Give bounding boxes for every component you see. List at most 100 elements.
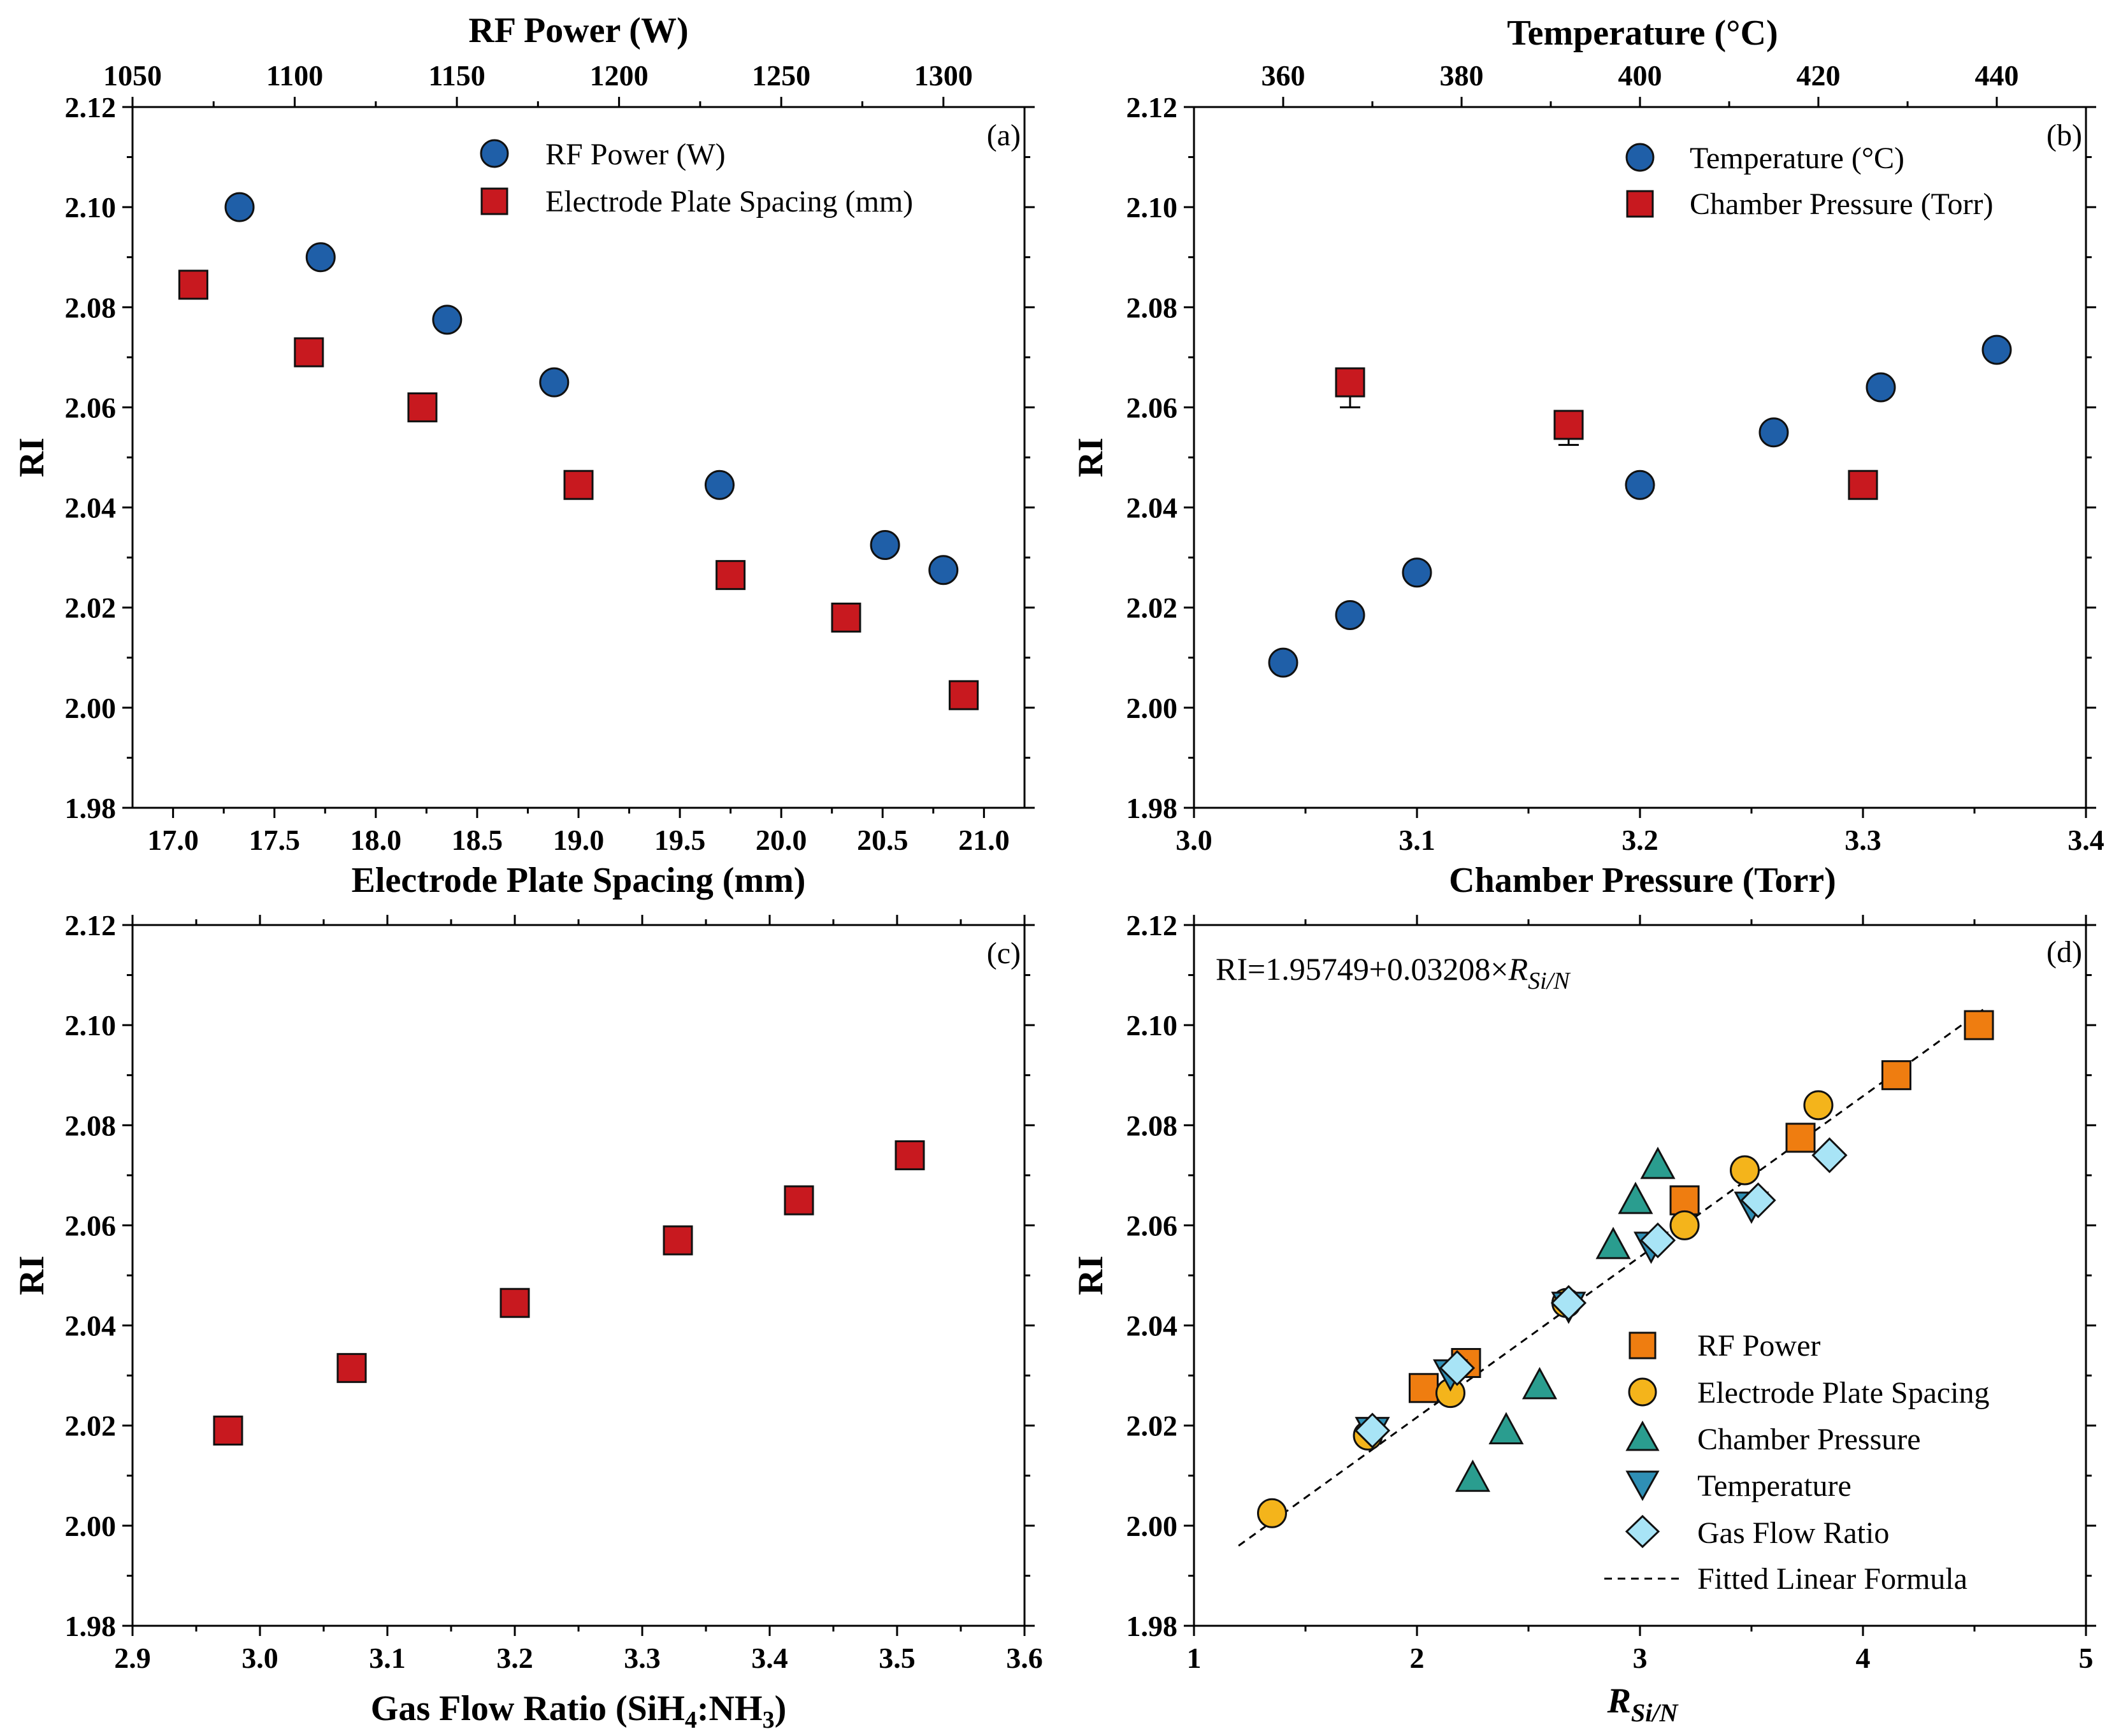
data-point-circle — [704, 470, 735, 500]
panel-a-legend-marker-square — [480, 187, 508, 215]
y-tick-label: 1.98 — [65, 1610, 117, 1642]
panel-d-legend-label: Gas Flow Ratio — [1697, 1516, 1889, 1550]
y-tick-label: 2.10 — [65, 1009, 117, 1042]
data-point-circle — [928, 555, 959, 585]
panel-c: Gas Flow Ratio (SiH4:NH3) RI (c) — [12, 936, 1021, 1733]
data-point-square — [1669, 1185, 1700, 1216]
y-tick-label: 2.02 — [1126, 592, 1178, 624]
x-tick-label: 3.2 — [496, 1642, 533, 1674]
x-tick-label: 3.6 — [1006, 1642, 1043, 1674]
data-point-square — [1553, 410, 1584, 440]
panel-b-legend-label: Temperature (°C) — [1690, 141, 1904, 175]
x-tick-label: 17.0 — [147, 824, 199, 856]
data-point-circle — [1625, 470, 1655, 500]
panel-d: RSi/N RI (d) RI=1.95749+0.03208×RSi/N RF… — [1071, 935, 2082, 1727]
data-point-circle — [1402, 557, 1432, 588]
y-tick-label: 2.04 — [65, 1310, 117, 1342]
x-tick-label: 3.0 — [1176, 824, 1212, 856]
plot-frame — [131, 924, 1026, 1627]
data-point-circle — [305, 242, 336, 273]
data-point-circle — [432, 305, 463, 335]
x2-tick-label: 440 — [1975, 59, 2019, 92]
panel-a-legend-label: Electrode Plate Spacing (mm) — [545, 185, 913, 219]
data-point-circle — [539, 367, 570, 398]
panel-d-legend-label: Fitted Linear Formula — [1697, 1562, 1967, 1596]
x-tick-label: 1 — [1187, 1642, 1202, 1674]
data-point-square — [563, 470, 594, 500]
data-point-diamond — [1354, 1412, 1391, 1449]
x-tick-label: 4 — [1856, 1642, 1871, 1674]
panel-a-legend: RF Power (W) Electrode Plate Spacing (mm… — [480, 138, 913, 219]
x-tick-label: 20.5 — [857, 824, 909, 856]
panel-a-legend-label: RF Power (W) — [545, 138, 726, 171]
x2-tick-label: 1050 — [103, 59, 162, 92]
x2-tick-label: 1200 — [590, 59, 649, 92]
y-tick-label: 2.10 — [65, 191, 117, 224]
panel-a-legend-marker-circle — [480, 139, 509, 168]
panel-d-legend-marker-circle — [1628, 1377, 1657, 1407]
panel-b-letter: (b) — [2046, 118, 2082, 152]
panel-d-legend-label: Electrode Plate Spacing — [1697, 1376, 1990, 1410]
x-tick-label: 18.0 — [350, 824, 402, 856]
x2-tick-label: 360 — [1262, 59, 1305, 92]
panel-d-legend-marker-square — [1629, 1331, 1657, 1359]
y-tick-label: 2.10 — [1126, 191, 1178, 224]
y-tick-label: 2.04 — [1126, 1310, 1178, 1342]
x-tick-label: 3.4 — [751, 1642, 788, 1674]
panel-b-legend: Temperature (°C) Chamber Pressure (Torr) — [1625, 141, 1993, 221]
panel-d-legend-label: RF Power — [1697, 1329, 1820, 1363]
panel-b: Temperature (°C) Chamber Pressure (Torr)… — [1071, 13, 2082, 900]
y-tick-label: 2.00 — [65, 692, 117, 724]
x-tick-label: 19.0 — [553, 824, 605, 856]
panel-b-y-axis-title: RI — [1071, 438, 1111, 477]
data-point-square — [1335, 367, 1365, 398]
data-point-triangle-up — [1455, 1460, 1491, 1492]
y-tick-label: 2.02 — [65, 1410, 117, 1442]
y-tick-label: 1.98 — [1126, 792, 1178, 824]
panel-b-x-axis-title: Chamber Pressure (Torr) — [1449, 861, 1836, 900]
x-tick-label: 2.9 — [114, 1642, 151, 1674]
panel-d-legend-label: Chamber Pressure — [1697, 1423, 1921, 1456]
data-point-square — [663, 1225, 693, 1256]
data-point-circle — [1257, 1498, 1287, 1528]
panel-c-y-axis-title: RI — [12, 1256, 52, 1295]
panel-d-plot: 1.98 2.00 2.02 2.04 2.06 2.08 2.10 2.12 1 2 3 4 5 — [1126, 909, 2096, 1674]
panel-b-top-axis-title: Temperature (°C) — [1507, 13, 1778, 53]
data-point-square — [336, 1352, 367, 1383]
panel-d-x-axis-title: RSi/N — [1607, 1681, 1679, 1727]
data-point-circle — [870, 530, 900, 560]
data-point-diamond — [1439, 1350, 1476, 1386]
data-point-square — [831, 602, 861, 633]
panel-b-legend-marker-square — [1626, 190, 1654, 218]
data-point-circle — [1730, 1155, 1760, 1186]
panel-d-legend-marker-triangle-down — [1625, 1470, 1660, 1502]
fit-line — [1238, 1007, 1987, 1547]
x2-tick-label: 1250 — [752, 59, 810, 92]
x-tick-label: 3.0 — [241, 1642, 278, 1674]
x-tick-label: 17.5 — [248, 824, 300, 856]
panel-d-fit-formula: RI=1.95749+0.03208×RSi/N — [1216, 951, 1571, 994]
y-tick-label: 2.12 — [65, 909, 117, 942]
panel-d-y-axis-title: RI — [1071, 1256, 1111, 1295]
y-tick-label: 2.08 — [1126, 291, 1178, 324]
data-point-square — [895, 1140, 925, 1170]
y-tick-label: 2.04 — [1126, 492, 1178, 524]
data-point-circle — [1758, 417, 1789, 448]
panel-a-plot: 1.98 2.00 2.02 2.04 2.06 2.08 2.10 2.12 17.0 17.5… — [65, 59, 1035, 856]
panel-a-top-axis-title: RF Power (W) — [468, 11, 688, 50]
data-point-circle — [224, 192, 255, 222]
y-tick-label: 2.06 — [65, 1209, 117, 1242]
data-point-triangle-up — [1595, 1226, 1631, 1259]
x-tick-label: 20.0 — [756, 824, 807, 856]
x-tick-label: 2 — [1410, 1642, 1425, 1674]
x-tick-label: 3.5 — [879, 1642, 916, 1674]
x-tick-label: 3.3 — [624, 1642, 661, 1674]
data-point-square — [213, 1416, 243, 1446]
panel-a-y-axis-title: RI — [12, 438, 52, 477]
data-point-square — [784, 1185, 814, 1216]
data-point-square — [949, 680, 979, 710]
y-tick-label: 2.08 — [1126, 1109, 1178, 1142]
x-tick-label: 3.4 — [2067, 824, 2104, 856]
data-point-square — [500, 1288, 530, 1318]
panel-b-plot: 1.98 2.00 2.02 2.04 2.06 2.08 2.10 2.12 3.0 3.1 3.… — [1126, 59, 2104, 856]
